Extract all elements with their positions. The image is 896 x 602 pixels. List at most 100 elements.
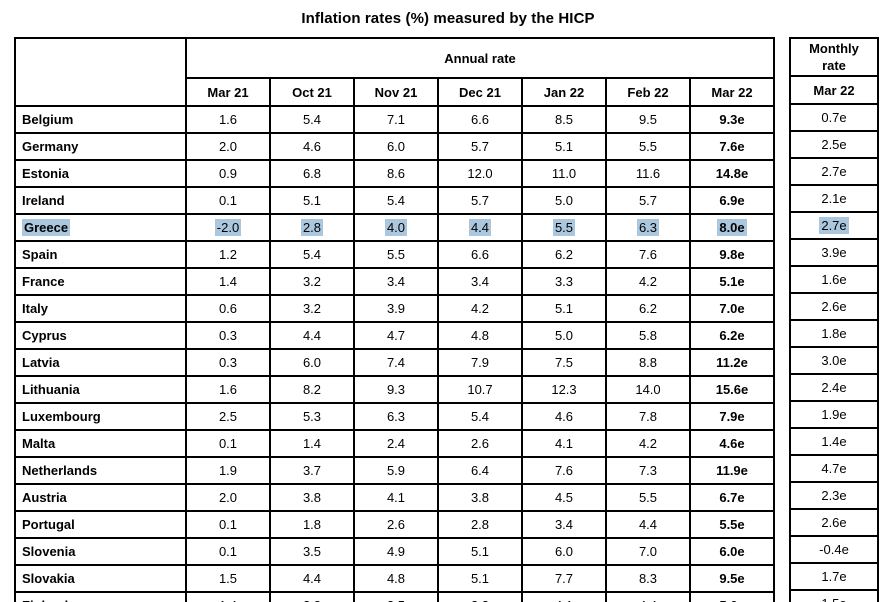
annual-value-cell: 2.8	[269, 591, 355, 602]
annual-value-cell: 4.0	[353, 213, 439, 242]
annual-value: 9.3e	[719, 112, 745, 127]
annual-value-cell: 3.2	[269, 267, 355, 296]
annual-value: 7.4	[386, 355, 406, 370]
tables-wrap: Annual rate Mar 21 Oct 21 Nov 21 Dec 21 Jan …	[14, 37, 896, 602]
annual-value: 4.1	[554, 436, 574, 451]
annual-value: 7.8	[638, 409, 658, 424]
annual-value: 4.6	[554, 409, 574, 424]
annual-value: 5.5	[638, 139, 658, 154]
annual-value: 0.1	[218, 193, 238, 208]
annual-value-cell: 4.2	[605, 429, 691, 458]
annual-value: 0.9	[218, 166, 238, 181]
annual-value: 6.9e	[719, 193, 745, 208]
annual-value-cell: 6.6	[437, 240, 523, 269]
monthly-value-cell: 2.7e	[789, 157, 879, 186]
annual-value: 5.1	[554, 139, 574, 154]
annual-rate-table: Annual rate Mar 21 Oct 21 Nov 21 Dec 21 Jan …	[14, 37, 775, 602]
annual-value: 5.1	[470, 571, 490, 586]
annual-value: 7.6e	[719, 139, 745, 154]
annual-value: 4.4	[302, 571, 322, 586]
annual-value-cell: 7.5	[521, 348, 607, 377]
annual-value: 4.9	[386, 544, 406, 559]
annual-value-cell: 1.4	[185, 267, 271, 296]
annual-value: 6.0	[554, 544, 574, 559]
annual-value: 5.1	[302, 193, 322, 208]
monthly-value: 2.6e	[821, 515, 847, 530]
annual-value-cell: 1.9	[185, 456, 271, 485]
annual-value: 4.8	[386, 571, 406, 586]
annual-value-cell: 7.7	[521, 564, 607, 593]
annual-value-cell: 5.5	[605, 132, 691, 161]
annual-value-cell: 5.1	[437, 564, 523, 593]
annual-value-cell: 3.7	[269, 456, 355, 485]
monthly-value-cell: 2.1e	[789, 184, 879, 213]
monthly-table-row: 1.9e	[789, 400, 879, 429]
annual-value-cell: 8.2	[269, 375, 355, 404]
table-row: Slovakia 1.5 4.4 4.8 5.1 7.7 8.3 9.5e	[14, 564, 775, 593]
annual-value-cell: 4.4	[605, 591, 691, 602]
annual-value-cell: 5.1	[521, 294, 607, 323]
annual-value: 3.2	[302, 301, 322, 316]
annual-value-cell: 9.3e	[689, 105, 775, 134]
annual-value-cell: 5.7	[437, 186, 523, 215]
table-row: Luxembourg 2.5 5.3 6.3 5.4 4.6 7.8 7.9e	[14, 402, 775, 431]
annual-value-cell: 9.8e	[689, 240, 775, 269]
table-row: Finland 1.4 2.8 3.5 3.2 4.1 4.4 5.6e	[14, 591, 775, 602]
monthly-value: 2.4e	[821, 380, 847, 395]
table-row: Italy 0.6 3.2 3.9 4.2 5.1 6.2 7.0e	[14, 294, 775, 323]
country-label: Ireland	[22, 193, 65, 208]
country-cell: Netherlands	[14, 456, 187, 485]
monthly-value-cell: 2.6e	[789, 508, 879, 537]
annual-value: 6.6	[470, 112, 490, 127]
country-label: Belgium	[22, 112, 74, 127]
annual-value-cell: 4.1	[521, 429, 607, 458]
annual-value-cell: 5.0	[521, 186, 607, 215]
annual-value: 1.2	[218, 247, 238, 262]
annual-value-cell: 7.0	[605, 537, 691, 566]
annual-value: 5.7	[470, 193, 490, 208]
monthly-value-cell: 1.5e	[789, 589, 879, 602]
annual-value: 3.2	[471, 598, 489, 602]
country-cell: Estonia	[14, 159, 187, 188]
annual-value-cell: 14.8e	[689, 159, 775, 188]
annual-value: 1.6	[218, 382, 238, 397]
annual-column-header: Mar 22	[689, 77, 775, 107]
annual-value: 6.2	[554, 247, 574, 262]
annual-value: 6.6	[470, 247, 490, 262]
annual-value-cell: 1.8	[269, 510, 355, 539]
annual-value-cell: 4.6	[521, 402, 607, 431]
annual-value-cell: 6.2	[521, 240, 607, 269]
annual-value-cell: 9.5e	[689, 564, 775, 593]
annual-value: 4.0	[384, 219, 408, 236]
annual-value-cell: 1.2	[185, 240, 271, 269]
table-row: Estonia 0.9 6.8 8.6 12.0 11.0 11.6 14.8e	[14, 159, 775, 188]
country-label: Netherlands	[22, 463, 98, 478]
table-row: Spain 1.2 5.4 5.5 6.6 6.2 7.6 9.8e	[14, 240, 775, 269]
annual-column-header: Dec 21	[437, 77, 523, 107]
table-row: Portugal 0.1 1.8 2.6 2.8 3.4 4.4 5.5e	[14, 510, 775, 539]
monthly-value: 1.4e	[821, 434, 847, 449]
annual-value: 11.6	[635, 166, 661, 181]
annual-value-cell: 6.0e	[689, 537, 775, 566]
monthly-table-row: 0.7e	[789, 103, 879, 132]
annual-value-cell: 4.7	[353, 321, 439, 350]
monthly-table-row: 2.7e	[789, 211, 879, 240]
annual-value: 7.5	[554, 355, 574, 370]
annual-value-cell: 5.6e	[689, 591, 775, 602]
annual-value-cell: 5.5	[353, 240, 439, 269]
table-row: Slovenia 0.1 3.5 4.9 5.1 6.0 7.0 6.0e	[14, 537, 775, 566]
annual-value-cell: 5.8	[605, 321, 691, 350]
annual-value: 15.6e	[715, 382, 749, 397]
country-cell: Slovakia	[14, 564, 187, 593]
annual-value: 5.1e	[719, 274, 745, 289]
annual-value: 5.0	[554, 328, 574, 343]
annual-value: 4.4	[638, 517, 658, 532]
country-cell: Italy	[14, 294, 187, 323]
annual-value-cell: 6.3	[353, 402, 439, 431]
annual-value-cell: 4.1	[521, 591, 607, 602]
country-cell: France	[14, 267, 187, 296]
annual-value-cell: 9.3	[353, 375, 439, 404]
annual-value: 8.2	[302, 382, 322, 397]
annual-value: 7.7	[554, 571, 574, 586]
monthly-value-cell: 2.5e	[789, 130, 879, 159]
